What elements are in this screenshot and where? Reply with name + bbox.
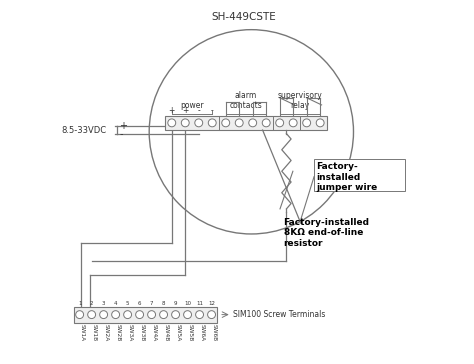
Text: SW1B: SW1B xyxy=(91,324,97,341)
Circle shape xyxy=(100,311,108,318)
Circle shape xyxy=(235,119,243,127)
Text: -: - xyxy=(211,106,214,115)
Circle shape xyxy=(303,119,310,127)
Circle shape xyxy=(262,119,270,127)
Text: 12: 12 xyxy=(208,301,215,306)
Text: SW4B: SW4B xyxy=(164,324,169,341)
Circle shape xyxy=(196,311,203,318)
Text: 11: 11 xyxy=(196,301,203,306)
Circle shape xyxy=(147,311,155,318)
Circle shape xyxy=(222,119,230,127)
Text: 6: 6 xyxy=(138,301,141,306)
Circle shape xyxy=(112,311,119,318)
Text: 9: 9 xyxy=(174,301,177,306)
Circle shape xyxy=(182,119,189,127)
FancyBboxPatch shape xyxy=(314,159,405,191)
Text: 5: 5 xyxy=(126,301,129,306)
Text: supervisory
relay: supervisory relay xyxy=(278,91,322,110)
Text: -: - xyxy=(197,106,200,115)
Text: SW3A: SW3A xyxy=(128,324,133,341)
Text: 1: 1 xyxy=(78,301,82,306)
Circle shape xyxy=(76,311,83,318)
Text: 10: 10 xyxy=(184,301,191,306)
Bar xyxy=(165,116,327,130)
Circle shape xyxy=(208,311,216,318)
Text: 3: 3 xyxy=(102,301,105,306)
Circle shape xyxy=(88,311,96,318)
Circle shape xyxy=(276,119,283,127)
Text: -: - xyxy=(119,128,123,139)
Bar xyxy=(74,307,217,323)
Text: +: + xyxy=(169,106,175,115)
Text: +: + xyxy=(119,122,128,131)
Circle shape xyxy=(249,119,256,127)
Circle shape xyxy=(168,119,176,127)
Text: SW5B: SW5B xyxy=(188,324,192,341)
Circle shape xyxy=(136,311,144,318)
Text: 4: 4 xyxy=(114,301,118,306)
Circle shape xyxy=(160,311,167,318)
Text: SW2A: SW2A xyxy=(104,324,109,341)
Text: +: + xyxy=(182,106,189,115)
Text: SW6A: SW6A xyxy=(200,324,205,341)
Text: 7: 7 xyxy=(150,301,154,306)
Circle shape xyxy=(195,119,203,127)
Text: SW2B: SW2B xyxy=(116,324,120,341)
Text: alarm
contacts: alarm contacts xyxy=(229,91,262,110)
Text: 2: 2 xyxy=(90,301,93,306)
Circle shape xyxy=(172,311,180,318)
Text: 8.5-33VDC: 8.5-33VDC xyxy=(61,126,107,135)
Text: SIM100 Screw Terminals: SIM100 Screw Terminals xyxy=(233,310,326,319)
Text: SW1A: SW1A xyxy=(80,324,85,341)
Text: Factory-
installed
jumper wire: Factory- installed jumper wire xyxy=(316,162,377,192)
Circle shape xyxy=(316,119,324,127)
Circle shape xyxy=(183,311,191,318)
Text: power: power xyxy=(180,101,204,110)
Text: SW6B: SW6B xyxy=(211,324,217,341)
Text: SW3B: SW3B xyxy=(140,324,145,341)
Text: SW4A: SW4A xyxy=(152,324,156,341)
Text: Factory-installed
8KΩ end-of-line
resistor: Factory-installed 8KΩ end-of-line resist… xyxy=(283,218,370,248)
Circle shape xyxy=(124,311,132,318)
Circle shape xyxy=(289,119,297,127)
Text: SH-449CSTE: SH-449CSTE xyxy=(212,12,276,22)
Text: SW5A: SW5A xyxy=(175,324,181,341)
Circle shape xyxy=(208,119,216,127)
Text: 8: 8 xyxy=(162,301,165,306)
